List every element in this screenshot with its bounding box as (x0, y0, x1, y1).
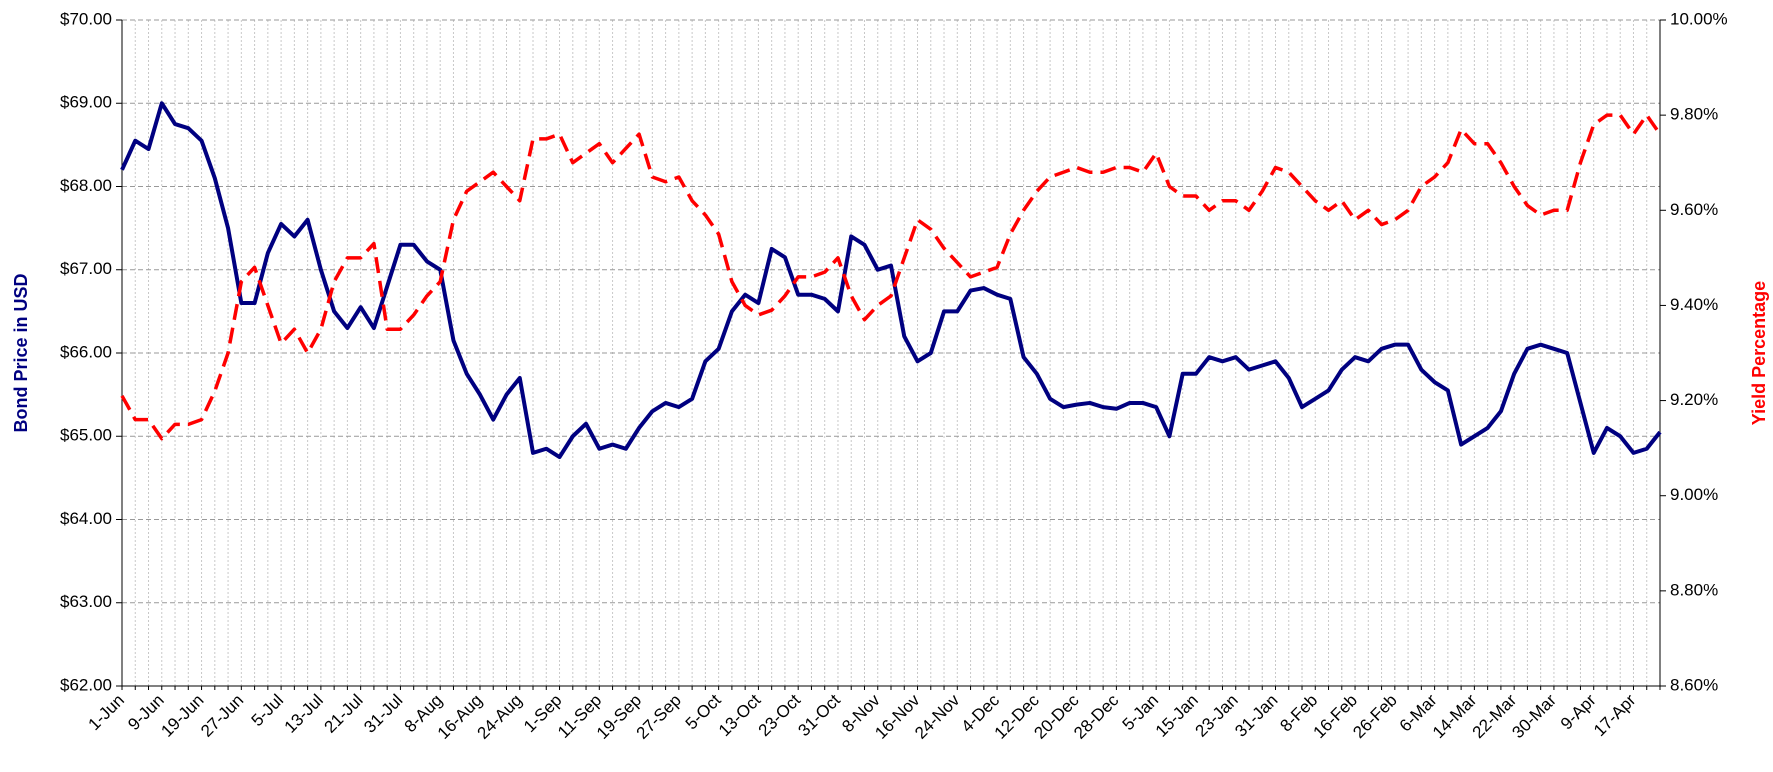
x-tick-label: 31-Jan (1231, 691, 1281, 741)
x-tick-label: 15-Jan (1152, 691, 1202, 741)
y-tick-label: $70.00 (60, 9, 112, 28)
y2-tick-label: 8.80% (1670, 580, 1718, 599)
y2-tick-label: 9.60% (1670, 200, 1718, 219)
y2-tick-label: 9.00% (1670, 485, 1718, 504)
x-tick-label: 23-Jan (1192, 691, 1242, 741)
y-tick-label: $64.00 (60, 509, 112, 528)
x-tick-label: 14-Mar (1429, 690, 1481, 742)
y2-tick-label: 9.40% (1670, 295, 1718, 314)
y-tick-label: $62.00 (60, 675, 112, 694)
x-tick-label: 17-Apr (1590, 690, 1640, 740)
x-tick-label: 31-Oct (794, 690, 844, 740)
y2-tick-label: 9.80% (1670, 105, 1718, 124)
y2-tick-label: 10.00% (1670, 9, 1728, 28)
x-tick-label: 24-Nov (911, 690, 964, 743)
x-tick-label: 22-Mar (1469, 690, 1521, 742)
x-tick-label: 23-Oct (755, 690, 805, 740)
x-tick-label: 13-Jul (281, 691, 327, 737)
y-tick-label: $66.00 (60, 342, 112, 361)
y-axis-title: Bond Price in USD (11, 273, 31, 432)
x-tick-label: 28-Dec (1070, 690, 1123, 743)
x-tick-label: 19-Jun (157, 691, 207, 741)
x-tick-label: 21-Jul (320, 691, 366, 737)
y2-tick-label: 9.20% (1670, 390, 1718, 409)
y2-tick-label: 8.60% (1670, 675, 1718, 694)
series-line (120, 113, 1662, 441)
x-tick-label: 13-Oct (715, 690, 765, 740)
y-tick-label: $63.00 (60, 592, 112, 611)
x-tick-label: 24-Aug (474, 691, 526, 743)
x-tick-label: 16-Feb (1310, 691, 1362, 743)
y-tick-label: $68.00 (60, 176, 112, 195)
x-tick-label: 27-Jun (197, 691, 247, 741)
x-tick-label: 27-Sep (633, 691, 685, 743)
x-tick-label: 1-Jun (84, 691, 128, 735)
y-tick-label: $69.00 (60, 93, 112, 112)
y-tick-label: $67.00 (60, 259, 112, 278)
y-tick-label: $65.00 (60, 426, 112, 445)
y2-axis-title: Yield Percentage (1749, 281, 1769, 425)
x-tick-label: 30-Mar (1508, 690, 1560, 742)
x-tick-label: 26-Feb (1349, 691, 1401, 743)
series-line (120, 101, 1662, 460)
x-tick-label: 31-Jul (360, 691, 406, 737)
